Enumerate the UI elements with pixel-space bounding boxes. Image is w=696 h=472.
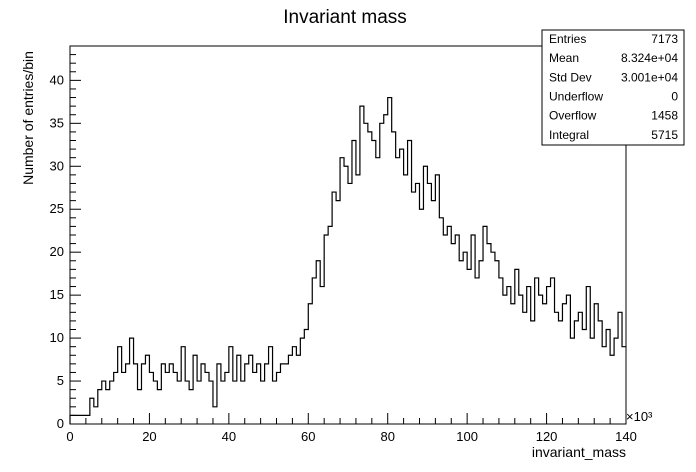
y-tick-label: 40 bbox=[50, 72, 64, 87]
axes: 0 20 40 60 80 100 120 140 0 5 10 15 20 25 30 35 40 bbox=[50, 45, 637, 444]
stats-label: Mean bbox=[549, 51, 579, 65]
x-axis-title: invariant_mass bbox=[532, 444, 626, 460]
y-tick-label: 0 bbox=[57, 416, 64, 431]
y-tick-label: 30 bbox=[50, 158, 64, 173]
x-tick-label: 20 bbox=[142, 429, 156, 444]
y-tick-label: 25 bbox=[50, 201, 64, 216]
stats-value: 8.324e+04 bbox=[621, 51, 678, 65]
stats-value: 7173 bbox=[651, 32, 678, 46]
chart-title: Invariant mass bbox=[283, 7, 407, 28]
x-axis-exponent: ×10³ bbox=[626, 409, 653, 424]
stats-value: 5715 bbox=[651, 128, 678, 142]
histogram-line bbox=[69, 96, 626, 424]
y-tick-label: 5 bbox=[57, 373, 64, 388]
stats-label: Integral bbox=[549, 128, 589, 142]
stats-label: Std Dev bbox=[549, 70, 592, 84]
x-tick-label: 40 bbox=[222, 429, 236, 444]
x-tick-label: 0 bbox=[66, 429, 73, 444]
x-tick-label: 140 bbox=[615, 429, 637, 444]
stats-value: 0 bbox=[671, 90, 678, 104]
stats-value: 1458 bbox=[651, 109, 678, 123]
y-tick-label: 20 bbox=[50, 244, 64, 259]
stats-label: Entries bbox=[549, 32, 586, 46]
y-tick-label: 10 bbox=[50, 330, 64, 345]
y-tick-label: 15 bbox=[50, 287, 64, 302]
stats-box: Entries 7173 Mean 8.324e+04 Std Dev 3.001e+04… bbox=[541, 29, 685, 146]
x-tick-label: 120 bbox=[536, 429, 558, 444]
x-tick-label: 100 bbox=[456, 429, 478, 444]
x-tick-label: 80 bbox=[380, 429, 394, 444]
stats-box-frame bbox=[541, 29, 685, 146]
y-axis-title: Number of entries/bin bbox=[20, 51, 36, 185]
x-tick-label: 60 bbox=[301, 429, 315, 444]
stats-label: Underflow bbox=[549, 90, 603, 104]
stats-value: 3.001e+04 bbox=[621, 70, 678, 84]
stats-label: Overflow bbox=[549, 109, 597, 123]
y-tick-label: 35 bbox=[50, 115, 64, 130]
